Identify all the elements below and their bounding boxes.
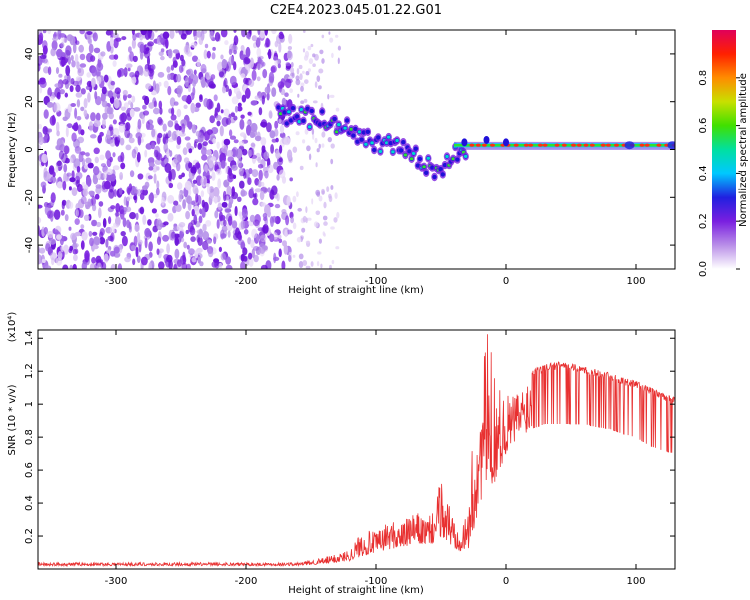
snr-y-tick-label: 1 (24, 401, 35, 407)
spectrogram-x-label: Height of straight line (km) (288, 285, 424, 296)
colorbar-label: Normalized spectral amplitude (738, 73, 749, 227)
spectrogram-sparse-blobs (290, 30, 341, 269)
snr-y-label: SNR (10 * v/v) (7, 384, 18, 455)
snr-series-line (38, 334, 675, 568)
colorbar-tick-label: 0.6 (698, 118, 709, 134)
spectrogram-x-tick-label: -100 (365, 276, 388, 287)
spectrogram-y-label: Frequency (Hz) (7, 112, 18, 188)
spectrogram-y-tick-label: 0 (24, 146, 35, 152)
snr-y-tick-label: 0.4 (24, 495, 35, 511)
snr-y-ticks: 0.2 0.4 0.6 0.8 1 1.2 1.4 (24, 330, 675, 544)
colorbar-gradient (712, 30, 736, 269)
colorbar-tick-label: 0.8 (698, 70, 709, 86)
spectrogram-noise-blobs (38, 30, 294, 269)
spectrogram-y-tick-label: -20 (24, 189, 35, 205)
colorbar-tick-label: 0.0 (698, 261, 709, 277)
spectrogram-y-tick-label: 20 (24, 95, 35, 108)
spectrogram-y-ticks: -40 -20 0 20 40 (24, 48, 675, 253)
snr-y-tick-label: 1.4 (24, 330, 35, 346)
snr-panel: -300 -200 -100 0 100 0.2 0.4 0.6 0.8 1 1.2 1.4 Hei… (7, 312, 676, 596)
snr-x-tick-label: -100 (365, 576, 388, 587)
spectrogram-x-tick-label: 100 (626, 276, 645, 287)
snr-x-tick-label: -200 (235, 576, 258, 587)
snr-x-label: Height of straight line (km) (288, 585, 424, 596)
snr-x-ticks: -300 -200 -100 0 100 (105, 330, 646, 587)
snr-y-scale-label: (x10⁴) (7, 312, 18, 343)
snr-y-tick-label: 0.2 (24, 528, 35, 544)
spectrogram-x-tick-label: 0 (503, 276, 509, 287)
spectrogram-x-ticks: -300 -200 -100 0 100 (105, 30, 646, 287)
colorbar-ticks: 0.0 0.2 0.4 0.6 0.8 (698, 70, 740, 277)
snr-y-tick-label: 0.8 (24, 429, 35, 445)
colorbar-tick-label: 0.2 (698, 213, 709, 229)
spectrogram-y-tick-label: 40 (24, 48, 35, 61)
spectrogram-plot-area (38, 30, 675, 269)
snr-x-tick-label: 0 (503, 576, 509, 587)
spectrogram-y-tick-label: -40 (24, 237, 35, 253)
colorbar: 0.0 0.2 0.4 0.6 0.8 Normalized spectral ampl… (698, 30, 749, 277)
colorbar-tick-label: 0.4 (698, 165, 709, 181)
snr-frame (37, 329, 676, 570)
snr-x-tick-label: -300 (105, 576, 128, 587)
snr-y-tick-label: 0.6 (24, 462, 35, 478)
spectrogram-x-tick-label: -300 (105, 276, 128, 287)
chart-title: C2E4.2023.045.01.22.G01 (270, 3, 442, 18)
spectrogram-signal-trace (275, 103, 675, 182)
snr-plot-area (38, 334, 675, 568)
snr-y-tick-label: 1.2 (24, 363, 35, 379)
snr-x-tick-label: 100 (626, 576, 645, 587)
spectrogram-x-tick-label: -200 (235, 276, 258, 287)
